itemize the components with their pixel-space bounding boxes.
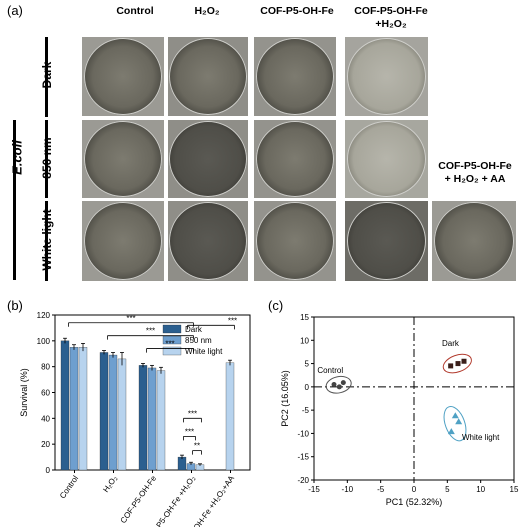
x-tick-label: -15 [308, 485, 320, 494]
x-tick-label: 0 [412, 485, 417, 494]
pca-scatter-chart: -15 -10 -5 0 5 10 15 -20 -15 -10 -5 0 5 10 15 PC1 (52.3… [262, 295, 524, 527]
x-tick-label: COF-P5-OH-Fe [119, 474, 159, 525]
row-bar-dark [45, 37, 48, 117]
x-tick-label: 15 [510, 485, 519, 494]
panel-b-label: (b) [7, 298, 23, 313]
y-tick-label: 80 [41, 363, 50, 372]
x-tick-label: Control [58, 474, 80, 500]
bar [147, 367, 157, 471]
panel-c-label: (c) [268, 298, 284, 313]
data-point [461, 358, 467, 364]
legend-label: 850 nm [185, 336, 212, 345]
y-tick-label: 10 [300, 336, 309, 345]
survival-bar-chart: 0 20 40 60 80 100 120 Survival (%) Control H₂O₂ CO… [0, 295, 262, 532]
legend-swatch [162, 324, 182, 334]
bar [138, 365, 148, 471]
sig-label: *** [185, 427, 194, 436]
col-header-control: Control [116, 5, 154, 17]
row-label-white: White light [40, 209, 54, 271]
row-label-dark: Dark [40, 61, 54, 89]
panel-a-label: (a) [7, 3, 23, 18]
data-point [448, 363, 454, 369]
col-header-cof-h2o2-line2: +H₂O₂ [375, 18, 407, 30]
bar [156, 370, 166, 471]
y-tick-label: 60 [41, 389, 50, 398]
y-axis-label: PC2 (16.05%) [280, 370, 290, 427]
bar [225, 362, 235, 471]
plate-photo-control-850 [82, 120, 164, 198]
plate-photo-cof-850 [254, 120, 336, 198]
sig-label: *** [165, 340, 174, 349]
data-point [447, 428, 455, 435]
plate-photo-cofh2o2aa-white [432, 201, 516, 281]
y-tick-label: 0 [46, 466, 51, 475]
y-tick-label: 20 [41, 440, 50, 449]
plate-photo-control-white [82, 201, 164, 281]
x-tick-label: -5 [377, 485, 385, 494]
plate-photo-cofh2o2-white [345, 201, 428, 281]
sig-label: *** [188, 409, 197, 418]
sig-label: ** [194, 442, 200, 451]
legend-swatch [162, 346, 182, 356]
x-tick-label: -10 [342, 485, 354, 494]
sig-label: *** [126, 314, 135, 323]
plate-photo-cof-dark [254, 37, 336, 116]
group-ellipse [325, 375, 352, 394]
plate-photo-h2o2-850 [168, 120, 248, 198]
y-tick-label: -5 [302, 406, 310, 415]
col-header-cof: COF-P5-OH-Fe [260, 5, 334, 17]
data-point [336, 384, 342, 390]
row-bar-850 [45, 120, 48, 198]
group-label-control: Control [317, 366, 343, 375]
group-ellipse [443, 405, 467, 442]
y-axis-label: Survival (%) [19, 368, 29, 417]
x-tick-label: 5 [445, 485, 450, 494]
group-ellipse [442, 353, 472, 374]
legend-label: Dark [185, 325, 203, 334]
sig-label: *** [146, 327, 155, 336]
col-header-cof-h2o2-line1: COF-P5-OH-Fe [354, 5, 428, 17]
bar [117, 358, 127, 471]
y-tick-label: 40 [41, 414, 50, 423]
plate-photo-h2o2-white [168, 201, 248, 281]
data-point [451, 412, 459, 419]
y-tick-label: 0 [305, 383, 310, 392]
col-header-h2o2: H₂O₂ [194, 5, 220, 17]
plate-photo-h2o2-dark [168, 37, 248, 116]
data-point [340, 380, 346, 386]
organism-bar [13, 120, 16, 280]
bar [78, 347, 88, 471]
y-tick-label: 5 [305, 360, 310, 369]
data-point [455, 361, 461, 367]
row-bar-white [45, 201, 48, 281]
plate-photo-cofh2o2-850 [345, 120, 428, 198]
y-tick-label: 15 [300, 313, 309, 322]
plate-photo-cof-white [254, 201, 336, 281]
legend-label: White light [185, 347, 223, 356]
row-label-850: 850 nm [40, 137, 54, 179]
y-tick-label: -20 [297, 476, 309, 485]
sig-label: *** [228, 316, 237, 325]
bar [99, 352, 109, 471]
bar [108, 354, 118, 471]
x-tick-label: H₂O₂ [101, 474, 119, 494]
data-point [331, 382, 337, 388]
x-tick-label: 10 [476, 485, 485, 494]
y-tick-label: 120 [37, 311, 51, 320]
bar [60, 340, 70, 471]
col-header-cof-h2o2-aa-line2: + H₂O₂ + AA [444, 173, 506, 185]
organism-label: E.coli [9, 140, 25, 175]
y-tick-label: 100 [37, 337, 51, 346]
data-point [455, 418, 463, 425]
plate-photo-control-dark [82, 37, 164, 116]
x-axis-label: PC1 (52.32%) [386, 497, 443, 507]
group-label-dark: Dark [442, 339, 460, 348]
bar [69, 347, 79, 471]
x-tick-label: COF-P5-OH-Fe +H₂O₂+AA [173, 473, 236, 527]
plate-photo-cofh2o2-dark [345, 37, 428, 116]
group-label-white-light: White light [462, 433, 500, 442]
y-tick-label: -10 [297, 429, 309, 438]
col-header-cof-h2o2-aa-line1: COF-P5-OH-Fe [438, 160, 512, 172]
y-tick-label: -15 [297, 453, 309, 462]
